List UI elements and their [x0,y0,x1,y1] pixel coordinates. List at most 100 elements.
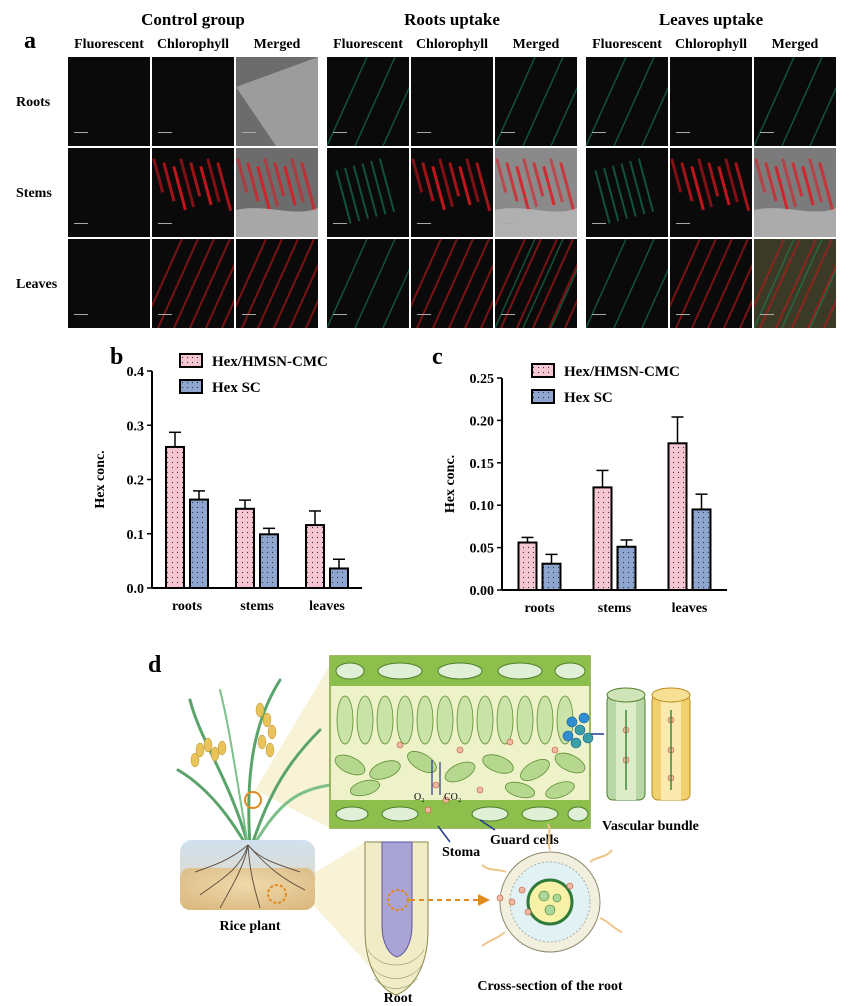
y-tick-label: 0.15 [470,457,495,472]
legend-label: Hex SC [212,380,261,396]
stoma-label: Stoma [442,845,480,860]
y-tick-label: 0.0 [127,582,145,597]
micrograph-image [68,148,150,237]
rice-root-illustration [194,844,306,909]
column-label: Merged [253,37,301,52]
micrograph-image [495,148,577,237]
legend-label: Hex/HMSN-CMC [212,354,328,370]
rice-plant-illustration [176,678,332,847]
bar [616,545,637,591]
rice-plant-label: Rice plant [219,919,280,934]
root-zoom-circle [267,884,287,904]
micrograph-image [327,57,409,146]
micrograph-image [411,239,493,328]
micrograph-image [586,148,668,237]
y-tick-label: 0.05 [470,542,495,557]
vascular-bundle-label: Vascular bundle [602,819,699,834]
micrograph-image [754,239,836,328]
micrograph-image [754,148,836,237]
bar [305,524,325,590]
panel-a-letter: a [24,28,36,54]
micrograph-image [152,148,234,237]
rice-panicle-illustration [190,702,277,768]
y-tick-label: 0.4 [127,365,145,380]
micrograph-image [670,57,752,146]
root-tip-illustration [364,841,490,996]
chart-c: 0.00 0.05 0.10 0.15 0.20 0.25 Hex conc. roots st… [443,363,727,616]
micrograph-image [411,57,493,146]
micrograph-image [754,57,836,146]
guard-cells-label: Guard cells [490,833,559,848]
micrograph-image [152,239,234,328]
micrograph-image [68,57,150,146]
column-label: Fluorescent [74,37,144,52]
legend-swatch [531,389,555,404]
y-axis-label: Hex conc. [93,450,108,508]
column-label: Merged [512,37,560,52]
row-label: Stems [16,186,52,201]
y-tick-label: 0.00 [470,584,495,599]
bar [329,567,349,590]
bar [259,533,279,589]
nanoparticle-cluster [562,712,594,749]
bar [517,541,538,591]
micrograph-image [236,57,318,146]
legend-label: Hex/HMSN-CMC [564,364,680,380]
x-tick-label: stems [598,601,632,616]
x-tick-label: leaves [672,601,708,616]
chart-b: 0.0 0.1 0.2 0.3 0.4 Hex conc. roots stems leaves… [93,353,362,614]
micrograph-image [327,239,409,328]
legend-swatch [179,379,203,394]
panel-d-letter: d [148,652,162,678]
column-label: Chlorophyll [674,37,748,52]
bar [667,442,688,591]
legend-label: Hex SC [564,390,613,406]
micrograph-image [670,148,752,237]
y-tick-label: 0.10 [470,499,495,514]
column-label: Merged [771,37,819,52]
root-cross-section-illustration [481,823,623,953]
micrograph-image [236,239,318,328]
micrograph-image [586,239,668,328]
root-cross-section-label: Cross-section of the root [477,979,623,994]
co2-label: CO₂ [444,792,461,803]
legend-swatch [179,353,203,368]
micrograph-image [670,239,752,328]
bar [165,445,185,589]
y-tick-label: 0.2 [127,474,145,489]
micrograph-image [495,57,577,146]
callout-arrows [437,733,604,843]
group-title: Control group [141,10,245,29]
y-tick-label: 0.25 [470,372,495,387]
panel-c-letter: c [432,344,443,370]
x-tick-label: roots [172,599,203,614]
micrograph-image [327,148,409,237]
column-label: Chlorophyll [415,37,489,52]
panel-d-diagram: Rice plant [176,655,699,1006]
micrograph-image [68,239,150,328]
x-tick-label: leaves [309,599,345,614]
y-tick-label: 0.3 [127,419,145,434]
group-title: Leaves uptake [658,10,764,29]
zoom-wedge-leaf [255,665,330,828]
leaf-cross-section-illustration: O₂ CO₂ [329,655,591,829]
y-tick-label: 0.1 [127,528,145,543]
bar [541,562,562,592]
leaf-zoom-circle [244,791,262,809]
x-tick-label: stems [240,599,274,614]
legend-swatch [531,363,555,378]
panel-b-letter: b [110,344,124,370]
root-label: Root [384,991,413,1006]
micrograph-image [152,57,234,146]
bar [235,507,255,589]
row-label: Leaves [16,277,58,292]
bar [592,486,613,591]
o2-label: O₂ [414,792,425,803]
y-axis-label: Hex conc. [443,455,458,513]
column-label: Chlorophyll [156,37,230,52]
micrograph-image [411,148,493,237]
bar [189,498,209,589]
group-title: Roots uptake [404,10,500,29]
x-tick-label: roots [524,601,555,616]
bar [691,508,712,591]
